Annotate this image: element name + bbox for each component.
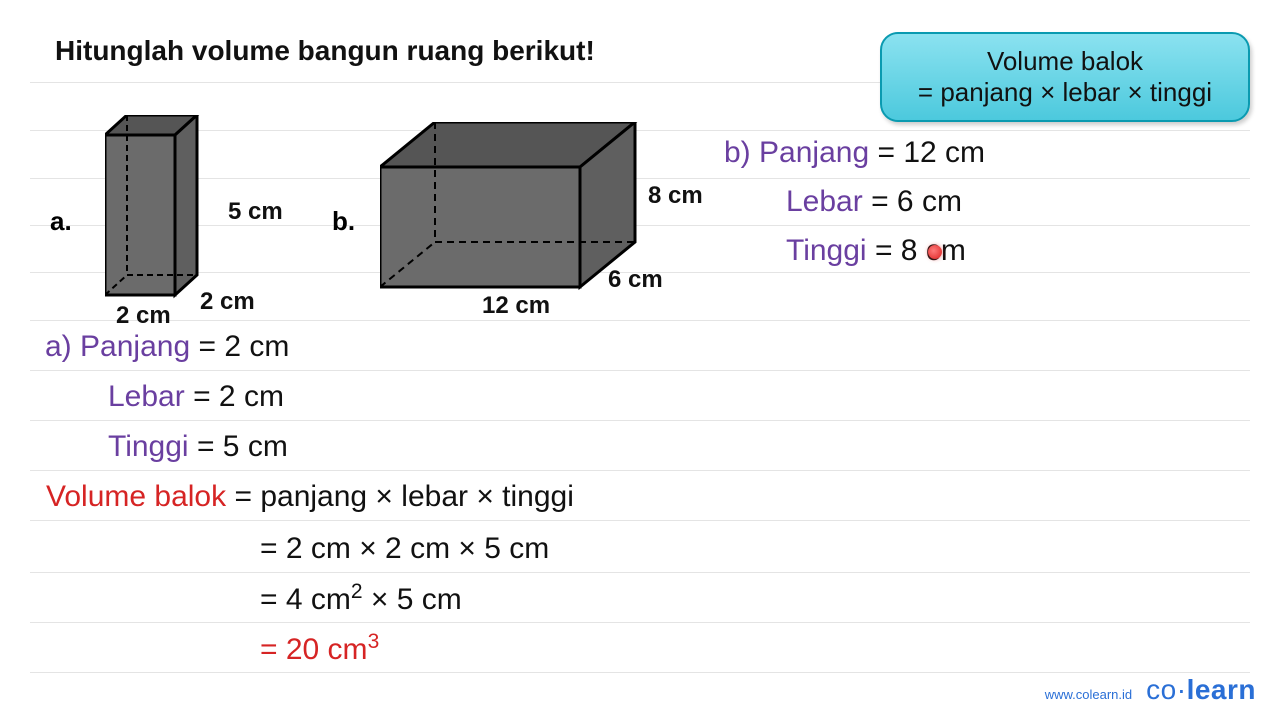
brand-logo: co·learn — [1146, 674, 1256, 706]
sol-a-lebar: Lebar = 2 cm — [108, 380, 284, 414]
sol-a-tinggi: Tinggi = 5 cm — [108, 430, 288, 464]
box-a-shape — [105, 115, 225, 305]
laser-pointer-icon — [928, 245, 942, 259]
sol-a-step1: = 2 cm × 2 cm × 5 cm — [260, 532, 549, 566]
dim-b-height: 8 cm — [648, 182, 703, 210]
figure-a-label: a. — [50, 206, 72, 237]
figures-area: a. 5 cm 2 cm 2 cm b. 8 cm 6 cm 12 cm — [50, 110, 710, 320]
dim-a-height: 5 cm — [228, 198, 283, 226]
sol-b-lebar: Lebar = 6 cm — [786, 185, 962, 219]
dim-a-length: 2 cm — [116, 302, 171, 330]
sol-a-step2: = 4 cm2 × 5 cm — [260, 580, 462, 617]
dim-b-width: 6 cm — [608, 266, 663, 294]
sol-b-panjang: b) Panjang = 12 cm — [724, 136, 985, 170]
dim-a-width: 2 cm — [200, 288, 255, 316]
footer-url: www.colearn.id — [1045, 687, 1132, 702]
question-text: Hitunglah volume bangun ruang berikut! — [55, 35, 595, 67]
formula-line1: Volume balok — [900, 46, 1230, 77]
formula-line2: = panjang × lebar × tinggi — [900, 77, 1230, 108]
footer: www.colearn.id co·learn — [1045, 674, 1256, 706]
sol-a-panjang: a) Panjang = 2 cm — [45, 330, 289, 364]
sol-a-vol-formula: Volume balok = panjang × lebar × tinggi — [46, 480, 574, 514]
figure-b-label: b. — [332, 206, 355, 237]
dim-b-length: 12 cm — [482, 292, 550, 320]
sol-a-result: = 20 cm3 — [260, 630, 379, 667]
formula-box: Volume balok = panjang × lebar × tinggi — [880, 32, 1250, 122]
